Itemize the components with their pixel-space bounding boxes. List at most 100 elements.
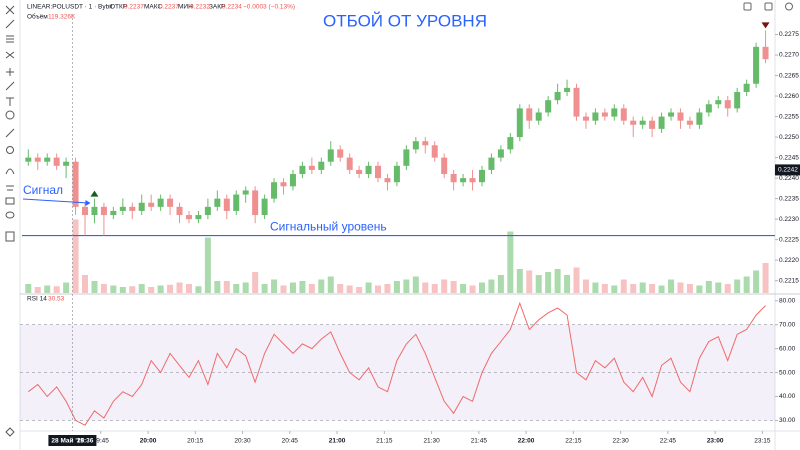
candle-body: [289, 174, 296, 187]
volume-bar: [545, 272, 552, 293]
volume-bar: [620, 279, 627, 293]
icon[interactable]: [5, 19, 15, 29]
volume-bar: [82, 275, 89, 293]
volume-bar: [715, 282, 722, 293]
candle-body: [611, 108, 618, 117]
volume-bar: [356, 287, 363, 293]
volume-bar: [507, 231, 514, 293]
candle-body: [403, 149, 410, 166]
volume-bar: [34, 287, 41, 293]
volume-bar: [422, 282, 429, 293]
rsi-tick-label: 30.00: [779, 417, 796, 424]
candle-body: [195, 215, 202, 220]
candle-body: [110, 210, 117, 216]
candle-body: [705, 104, 712, 113]
volume-bar: [743, 276, 750, 293]
volume-bar: [412, 276, 419, 293]
candle-body: [535, 112, 542, 121]
rsi-band: [20, 324, 775, 421]
volume-bar: [138, 284, 145, 293]
volume-bar: [185, 284, 192, 293]
volume-bar: [346, 285, 353, 293]
ohlc-value: 0.2232: [190, 4, 210, 11]
candle-body: [82, 206, 89, 216]
candle-body: [242, 190, 249, 195]
volume-bar: [564, 275, 571, 293]
candle-body: [25, 157, 32, 162]
icon[interactable]: [785, 2, 793, 11]
icon[interactable]: [5, 5, 15, 15]
candle-body: [497, 149, 504, 158]
candle-body: [582, 116, 589, 121]
icon[interactable]: [5, 128, 15, 138]
candle-body: [148, 202, 155, 207]
volume-bar: [25, 284, 32, 293]
x-tick-label: 21:45: [471, 438, 488, 445]
volume-bar: [630, 284, 637, 293]
volume-bar: [223, 281, 230, 293]
volume-bar: [129, 286, 136, 293]
volume-bar: [299, 281, 306, 293]
volume-bar: [176, 282, 183, 293]
y-tick-label: 0.2245: [779, 154, 799, 161]
icon[interactable]: [5, 427, 15, 437]
icon[interactable]: [5, 81, 15, 91]
icon[interactable]: [5, 51, 15, 59]
volume-bar: [431, 284, 438, 293]
candle-body: [724, 100, 731, 109]
volume-bar: [582, 279, 589, 293]
candle-body: [119, 206, 126, 211]
icon[interactable]: [6, 185, 14, 191]
crosshair-price-box: [775, 164, 800, 176]
candle-body: [384, 178, 391, 183]
candle-body: [592, 112, 599, 121]
annotation: Сигнал: [23, 183, 63, 197]
y-tick-label: 0.2235: [779, 195, 799, 202]
symbol: LINEAR:POLUSDT · 1 · Bybit: [27, 4, 113, 11]
candle-body: [356, 169, 363, 175]
candle-body: [620, 108, 627, 121]
candle-body: [743, 83, 750, 92]
candle-body: [176, 206, 183, 216]
y-tick-label: 0.2240: [779, 175, 799, 182]
candle-body: [91, 206, 98, 216]
volume-bar: [384, 284, 391, 293]
icon[interactable]: [743, 2, 752, 11]
volume-bar: [289, 282, 296, 293]
volume-value: 119.326K: [48, 14, 76, 21]
icon[interactable]: [6, 97, 14, 106]
volume-bar: [318, 279, 325, 293]
icon[interactable]: [5, 168, 15, 175]
candle-body: [271, 182, 278, 199]
candle-body: [478, 169, 485, 183]
volume-bar: [554, 269, 561, 293]
volume-bar: [734, 279, 741, 293]
icon[interactable]: [764, 2, 773, 11]
volume-bar: [252, 272, 259, 293]
volume-bar: [167, 284, 174, 293]
icon[interactable]: [5, 231, 15, 242]
candle-body: [318, 161, 325, 170]
volume-bar: [110, 285, 117, 293]
volume-bar: [460, 284, 467, 293]
candle-body: [431, 145, 438, 158]
candle-body: [545, 100, 552, 113]
volume-bar: [365, 282, 372, 293]
volume-bar: [478, 282, 485, 293]
icon[interactable]: [6, 35, 14, 43]
candle-body: [337, 149, 344, 158]
icon[interactable]: [6, 68, 14, 76]
icon[interactable]: [5, 197, 15, 205]
icon[interactable]: [5, 211, 15, 219]
volume-bar: [753, 270, 760, 293]
icon[interactable]: [6, 146, 14, 154]
candle-body: [280, 182, 287, 187]
icon[interactable]: [5, 110, 15, 120]
ohlc-label: ЗАКР: [209, 4, 225, 11]
y-tick-label: 0.2230: [779, 216, 799, 223]
x-tick-label: 19:45: [93, 438, 110, 445]
x-tick-label: 20:00: [140, 438, 157, 445]
volume-bar: [53, 286, 60, 293]
